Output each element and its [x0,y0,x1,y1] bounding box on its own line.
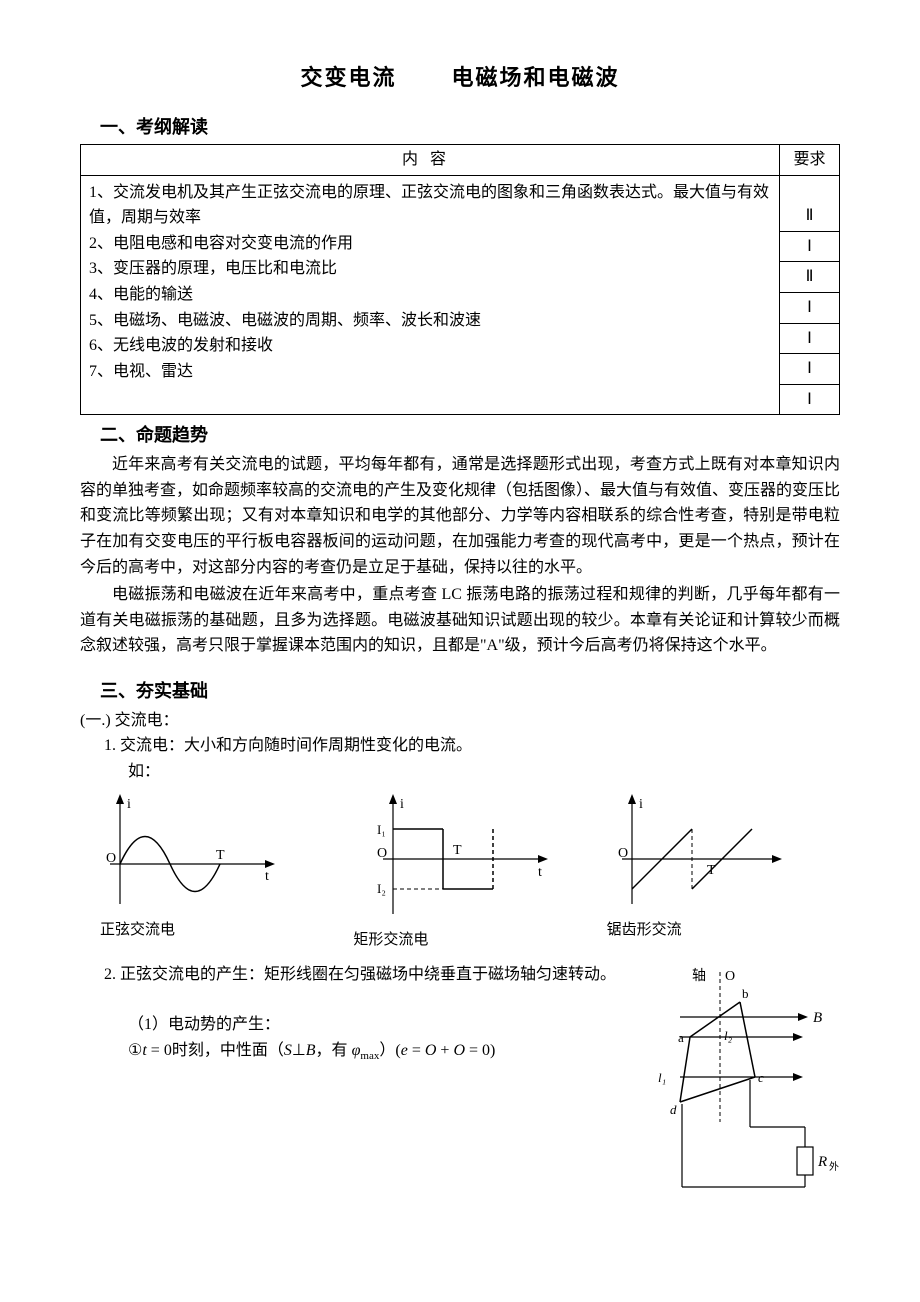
table-content-cell: 1、交流发电机及其产生正弦交流电的原理、正弦交流电的图象和三角函数表达式。最大值… [81,175,780,415]
syllabus-item: 2、电阻电感和电容对交变电流的作用 [89,231,771,257]
basics-sub1: (一.) 交流电： [80,708,840,734]
bottom-section: 2. 正弦交流电的产生：矩形线圈在匀强磁场中绕垂直于磁场轴匀速转动。 （1）电动… [80,962,840,1192]
syllabus-item: 7、电视、雷达 [89,359,771,385]
svg-text:I₁: I₁ [377,822,386,837]
svg-text:O: O [618,846,628,861]
svg-text:T: T [453,843,462,858]
origin-label: O [106,851,116,866]
heading-basics: 三、夯实基础 [100,677,840,706]
rect-svg: i I₁ I₂ O T t [353,794,553,924]
syllabus-item: 6、无线电波的发射和接收 [89,333,771,359]
sawtooth-diagram: i O T 锯齿形交流 [607,794,840,952]
coil-figure: 轴 O B b a c d l₁ l₂ R 外 [620,962,840,1192]
svg-text:i: i [639,797,643,812]
syllabus-item: 3、变压器的原理，电压比和电流比 [89,256,771,282]
axis-i-label: i [127,797,131,812]
axis-t-label: t [265,869,269,884]
svg-text:O: O [725,969,735,984]
title-part-b: 电磁场和电磁波 [452,65,620,90]
req-cell: Ⅰ [780,354,840,385]
sawtooth-caption: 锯齿形交流 [607,918,840,942]
title-part-a: 交变电流 [300,65,396,90]
req-cell: Ⅰ [780,384,840,415]
sawtooth-svg: i O T [607,794,787,914]
sine-caption: 正弦交流电 [100,918,333,942]
waveform-diagrams-row: i O T t 正弦交流电 i I₁ I₂ O T t 矩形交流电 [100,794,840,952]
table-row: 1、交流发电机及其产生正弦交流电的原理、正弦交流电的图象和三角函数表达式。最大值… [81,175,840,231]
table-header-row: 内容 要求 [81,144,840,175]
svg-text:a: a [678,1030,684,1045]
table-header-req: 要求 [780,144,840,175]
svg-text:R: R [817,1154,827,1170]
req-cell: Ⅱ [780,262,840,293]
svg-text:T: T [707,863,716,878]
syllabus-item: 1、交流发电机及其产生正弦交流电的原理、正弦交流电的图象和三角函数表达式。最大值… [89,180,771,231]
svg-text:c: c [758,1070,764,1085]
rect-diagram: i I₁ I₂ O T t 矩形交流电 [353,794,586,952]
svg-text:l₁: l₁ [658,1070,666,1085]
sine-diagram: i O T t 正弦交流电 [100,794,333,952]
heading-syllabus: 一、考纲解读 [100,113,840,142]
svg-text:B: B [813,1010,822,1026]
syllabus-item: 5、电磁场、电磁波、电磁波的周期、频率、波长和波速 [89,308,771,334]
trend-paragraph-2: 电磁振荡和电磁波在近年来高考中，重点考查 LC 振荡电路的振荡过程和规律的判断，… [80,582,840,659]
heading-trend: 二、命题趋势 [100,421,840,450]
req-cell: Ⅰ [780,292,840,323]
svg-text:d: d [670,1102,677,1117]
basics-1-1: 1. 交流电：大小和方向随时间作周期性变化的电流。 [104,733,840,759]
sine-svg: i O T t [100,794,280,914]
svg-text:l₂: l₂ [724,1028,733,1043]
req-cell: Ⅱ [780,175,840,231]
trend-paragraph-1: 近年来高考有关交流电的试题，平均每年都有，通常是选择题形式出现，考查方式上既有对… [80,452,840,580]
basics-1-1a: 如： [128,759,840,785]
svg-text:O: O [377,846,387,861]
svg-text:i: i [400,797,404,812]
formula-line: ①t = 0时刻，中性面（S⊥B，有 φmax）(e = O + O = 0) [128,1038,620,1066]
syllabus-table: 内容 要求 1、交流发电机及其产生正弦交流电的原理、正弦交流电的图象和三角函数表… [80,144,840,415]
page-title: 交变电流 电磁场和电磁波 [80,60,840,95]
req-cell: Ⅰ [780,323,840,354]
basics-1-2: 2. 正弦交流电的产生：矩形线圈在匀强磁场中绕垂直于磁场轴匀速转动。 [104,962,620,988]
table-header-content: 内容 [81,144,780,175]
rect-caption: 矩形交流电 [353,928,586,952]
svg-text:轴: 轴 [692,968,706,984]
basics-1-2-1: （1）电动势的产生： [128,1012,620,1038]
svg-text:I₂: I₂ [377,881,386,896]
req-cell: Ⅰ [780,231,840,262]
syllabus-item: 4、电能的输送 [89,282,771,308]
bottom-text-column: 2. 正弦交流电的产生：矩形线圈在匀强磁场中绕垂直于磁场轴匀速转动。 （1）电动… [80,962,620,1065]
svg-text:b: b [742,986,749,1001]
svg-text:t: t [538,865,542,880]
period-label: T [216,848,225,863]
coil-svg: 轴 O B b a c d l₁ l₂ R 外 [620,962,840,1192]
svg-text:外: 外 [829,1161,839,1173]
